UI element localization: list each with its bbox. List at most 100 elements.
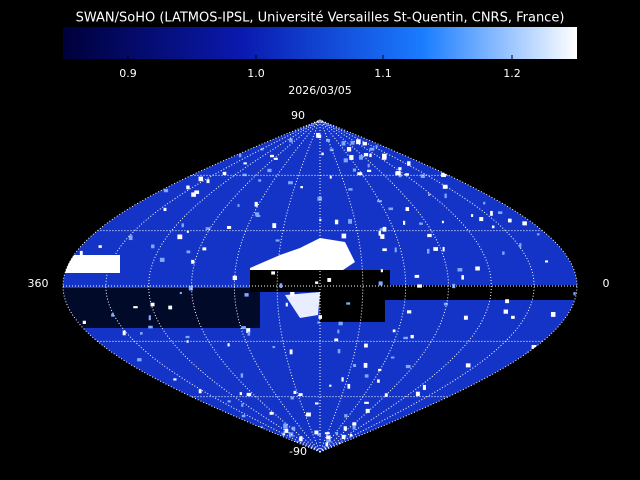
speckle	[394, 247, 397, 253]
speckle	[327, 278, 332, 282]
speckle	[306, 412, 311, 417]
speckle	[246, 392, 252, 397]
speckle	[356, 139, 361, 145]
speckle	[325, 442, 329, 447]
speckle	[335, 431, 339, 436]
speckle	[365, 408, 370, 413]
speckle	[343, 426, 347, 431]
colorbar-tick-label: 1.0	[247, 67, 265, 80]
speckle	[205, 227, 211, 230]
speckle	[326, 439, 332, 443]
graticule	[62, 119, 578, 453]
speckle	[353, 364, 357, 368]
speckle	[341, 141, 346, 146]
speckle	[479, 217, 484, 222]
speckle	[194, 190, 200, 194]
speckle	[470, 214, 474, 217]
speckle	[414, 274, 420, 278]
speckle	[163, 189, 169, 193]
speckle	[396, 171, 401, 176]
speckle	[299, 436, 303, 442]
speckle	[422, 384, 426, 390]
colorbar-tick-label: 1.2	[503, 67, 521, 80]
speckle	[282, 433, 285, 436]
dark-band	[320, 292, 385, 322]
speckle	[403, 336, 408, 340]
speckle	[288, 181, 293, 185]
speckle	[536, 233, 540, 236]
speckle	[222, 171, 227, 176]
bright-region	[63, 255, 120, 273]
meridian	[148, 119, 321, 453]
speckle	[315, 402, 319, 405]
speckle	[369, 147, 375, 151]
speckle	[461, 275, 464, 280]
speckle	[338, 321, 343, 326]
speckle	[441, 220, 444, 224]
speckle	[375, 145, 378, 148]
speckle	[531, 345, 537, 349]
speckle	[341, 377, 344, 382]
speckle	[426, 248, 430, 254]
speckle	[272, 346, 276, 349]
speckle	[168, 305, 173, 310]
speckle	[364, 343, 368, 348]
speckle	[198, 389, 202, 394]
speckle	[140, 331, 143, 335]
speckle	[177, 234, 183, 240]
speckle	[181, 223, 184, 228]
speckle	[352, 422, 357, 426]
speckle	[405, 207, 410, 212]
speckle	[497, 211, 503, 214]
speckle	[507, 218, 512, 223]
speckle	[226, 226, 232, 229]
speckle	[326, 435, 331, 440]
dark-band	[380, 285, 577, 300]
speckle	[79, 250, 83, 256]
speckle	[237, 204, 240, 207]
speckle	[483, 201, 486, 205]
speckle	[378, 281, 383, 286]
speckle	[341, 233, 347, 239]
speckle	[148, 315, 151, 321]
speckle	[366, 169, 372, 173]
speckle	[364, 374, 369, 378]
speckle	[321, 243, 326, 247]
speckle	[407, 161, 411, 166]
speckle	[377, 200, 382, 203]
speckle	[283, 431, 286, 434]
speckle	[163, 207, 167, 212]
speckle	[324, 432, 330, 435]
speckle	[279, 283, 283, 288]
speckle	[159, 257, 165, 262]
speckle	[244, 293, 249, 297]
speckle	[380, 269, 383, 273]
speckle	[443, 302, 448, 306]
speckle	[378, 368, 382, 372]
speckle	[442, 246, 445, 252]
speckle	[363, 362, 368, 368]
speckle	[417, 284, 422, 288]
meridian	[190, 119, 321, 453]
speckle	[304, 245, 310, 250]
meridian	[276, 119, 321, 453]
speckle	[198, 176, 204, 182]
speckle	[428, 193, 431, 196]
speckle	[150, 302, 155, 307]
speckle	[337, 329, 340, 334]
speckle	[314, 430, 319, 435]
speckle	[82, 320, 86, 324]
speckle	[315, 281, 319, 284]
speckle	[352, 425, 356, 430]
speckle	[179, 291, 182, 295]
speckle	[272, 223, 277, 229]
speckle	[186, 230, 189, 233]
colorbar	[63, 27, 577, 59]
speckle	[403, 220, 406, 225]
bottom-label: -90	[289, 445, 307, 458]
speckle	[290, 291, 295, 297]
speckle	[151, 244, 155, 249]
speckle	[405, 173, 409, 176]
